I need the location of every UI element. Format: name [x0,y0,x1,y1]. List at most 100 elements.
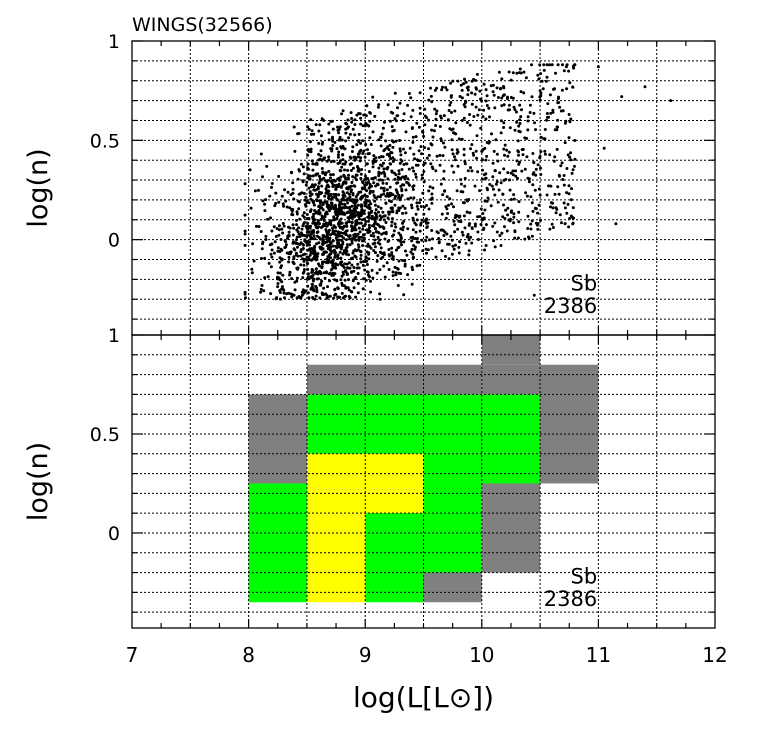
scatter-point [309,150,313,154]
scatter-point [411,235,415,239]
scatter-point [380,252,384,255]
scatter-point [420,173,424,177]
scatter-point [470,169,474,173]
scatter-point [313,244,317,248]
scatter-point [317,152,321,156]
scatter-point [342,180,346,184]
scatter-point [307,296,311,300]
scatter-point [386,192,389,195]
scatter-point [291,191,295,195]
scatter-point [452,170,456,174]
scatter-point [460,96,464,100]
scatter-point [250,271,254,275]
scatter-point [358,212,362,216]
scatter-point [420,152,423,156]
scatter-point [350,225,354,229]
y-tick-label: 1 [108,325,120,347]
scatter-point [348,155,352,159]
scatter-point [352,184,356,188]
scatter-point [433,107,437,111]
scatter-point [561,109,565,113]
scatter-point [331,263,335,267]
scatter-point [356,152,360,156]
grid-lines [132,41,715,628]
scatter-point [379,246,383,250]
scatter-point [243,182,247,186]
scatter-point [473,184,477,188]
scatter-point [503,225,506,229]
scatter-point [308,253,312,257]
scatter-point [380,132,384,136]
scatter-point [573,139,577,142]
scatter-point [300,227,304,231]
scatter-point [573,164,576,168]
scatter-point [361,218,364,222]
scatter-point [356,155,360,159]
scatter-point [453,230,457,234]
scatter-point [358,230,362,234]
scatter-point [342,173,346,177]
scatter-point [545,63,549,67]
scatter-point [525,136,529,140]
scatter-point [368,136,372,140]
scatter-point [548,93,552,97]
scatter-point [367,206,371,210]
scatter-point [325,271,329,275]
scatter-point [485,199,489,203]
scatter-point [321,260,324,264]
scatter-point [312,248,316,252]
scatter-point [466,235,470,239]
scatter-point [348,192,351,196]
scatter-point [434,124,438,127]
scatter-point [430,201,434,205]
scatter-point [520,148,524,152]
scatter-point [398,147,402,151]
scatter-point [243,232,247,236]
scatter-point [308,248,312,252]
scatter-point [438,125,442,128]
scatter-point [334,186,338,189]
scatter-point [461,233,465,237]
scatter-point [520,108,523,112]
scatter-point [369,290,373,294]
scatter-point [442,141,445,145]
scatter-point [325,240,329,244]
scatter-point [312,229,316,232]
scatter-point [468,113,472,116]
scatter-point [301,224,305,228]
scatter-point [515,71,519,75]
scatter-point [415,240,419,244]
scatter-point [517,162,521,166]
scatter-point [365,198,368,202]
scatter-point [322,271,326,275]
scatter-point [554,71,557,75]
scatter-point [357,236,361,240]
scatter-point [502,147,506,151]
scatter-point [372,224,376,228]
scatter-point [449,81,452,85]
scatter-point [277,233,281,237]
scatter-point [354,195,358,199]
scatter-point [439,182,443,186]
scatter-point [418,106,422,110]
scatter-point [534,173,538,177]
scatter-point [299,254,303,258]
scatter-point [367,219,370,223]
scatter-point [263,209,267,213]
scatter-point [361,239,364,243]
scatter-point [382,187,386,191]
scatter-point [270,185,273,189]
scatter-point [542,68,546,72]
scatter-point [412,255,415,259]
scatter-point [411,228,415,232]
scatter-point [283,296,286,300]
scatter-point [410,247,414,251]
scatter-point [494,138,498,142]
scatter-point [412,196,416,200]
scatter-point [248,168,252,172]
scatter-point [505,148,509,152]
scatter-point [301,180,305,184]
scatter-point [352,233,356,237]
scatter-point [396,106,399,110]
heatmap-cell [481,483,541,573]
